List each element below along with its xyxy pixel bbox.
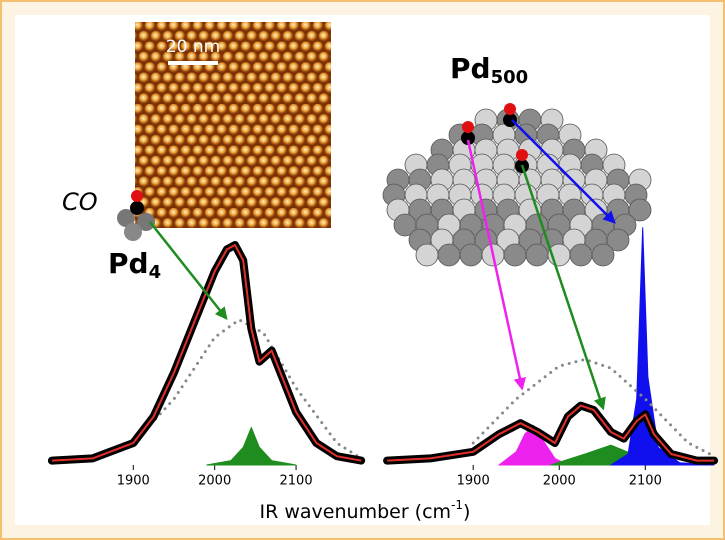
- x-label-end: ): [463, 501, 470, 523]
- x-label-sup: -1: [451, 498, 463, 512]
- oxygen: [504, 103, 516, 115]
- x-tick-label: 1900: [457, 474, 490, 489]
- x-label-text: IR wavenumber (cm: [260, 501, 452, 523]
- pd500-base: Pd: [450, 52, 491, 85]
- x-axis-label: IR wavenumber (cm-1): [260, 498, 471, 523]
- carbon: [503, 113, 517, 127]
- pd500-sub: 500: [491, 67, 529, 88]
- scale-label: 20 nm: [166, 37, 220, 57]
- x-tick-label: 2100: [280, 474, 313, 489]
- atom: [570, 244, 592, 266]
- atom: [416, 244, 438, 266]
- pd4-sub: 4: [149, 262, 162, 283]
- atom: [526, 244, 548, 266]
- co-label: CO: [62, 188, 98, 216]
- x-tick-label: 2000: [198, 474, 231, 489]
- x-tick-label: 2100: [629, 474, 662, 489]
- oxygen: [462, 121, 474, 133]
- figure: 20 nm Pd500 CO Pd4 190020002100190020002…: [0, 0, 725, 540]
- atom: [504, 244, 526, 266]
- stm-image: [135, 22, 331, 228]
- oxygen: [516, 149, 528, 161]
- atom: [438, 244, 460, 266]
- atom: [460, 244, 482, 266]
- atom: [592, 244, 614, 266]
- page: {"figure": {"scale_bar": "20 nm", "large…: [0, 0, 725, 540]
- x-tick-label: 2000: [543, 474, 576, 489]
- x-tick-label: 1900: [117, 474, 150, 489]
- pd4-base: Pd: [108, 247, 149, 280]
